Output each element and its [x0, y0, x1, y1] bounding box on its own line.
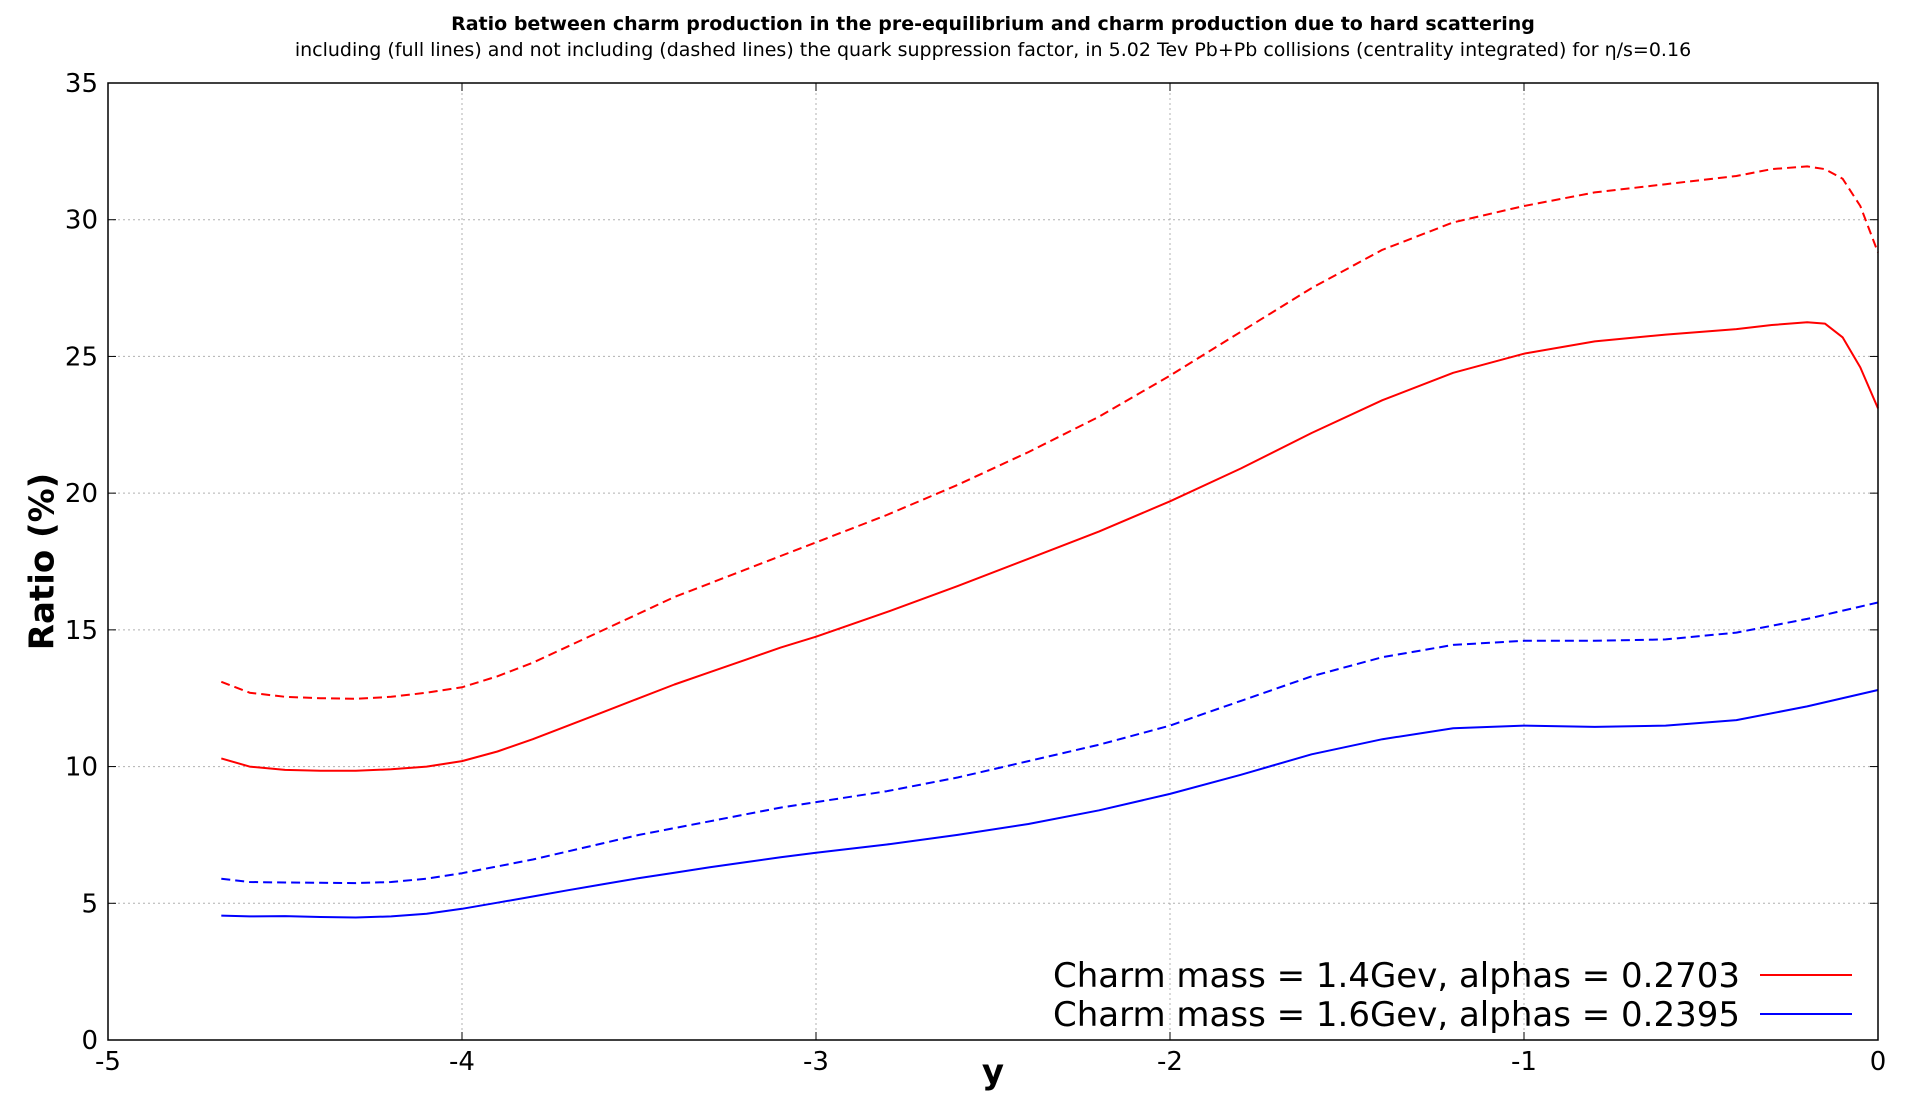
grid-lines [108, 83, 1878, 1040]
y-tick-label: 25 [65, 342, 98, 372]
x-tick-label: -1 [1511, 1047, 1537, 1077]
chart-subtitle: including (full lines) and not including… [295, 39, 1691, 61]
x-tick-label: -5 [95, 1047, 121, 1077]
y-tick-label: 15 [65, 616, 98, 646]
axis-ticks: -5 -4 -3 -2 -1 0 0 5 10 15 20 25 30 35 [65, 69, 1886, 1077]
series-line-3-dashed [221, 601, 1879, 885]
y-tick-label: 35 [65, 69, 98, 99]
x-tick-label: -3 [803, 1047, 829, 1077]
plot-frame [107, 82, 1879, 1041]
legend-label-2: Charm mass = 1.6Gev, alphas = 0.2395 [1053, 995, 1740, 1035]
x-tick-label: 0 [1870, 1047, 1887, 1077]
legend-label-1: Charm mass = 1.4Gev, alphas = 0.2703 [1053, 956, 1740, 996]
x-tick-label: -2 [1157, 1047, 1183, 1077]
x-tick-label: -4 [449, 1047, 475, 1077]
chart-title: Ratio between charm production in the pr… [451, 13, 1535, 35]
y-tick-label: 20 [65, 479, 98, 509]
y-tick-label: 0 [81, 1026, 98, 1056]
legend: Charm mass = 1.4Gev, alphas = 0.2703Char… [1053, 956, 1852, 1035]
series-line-4-solid [221, 689, 1879, 919]
series-line-2-solid [221, 321, 1879, 772]
y-axis-label: Ratio (%) [23, 473, 63, 650]
y-tick-label: 5 [81, 889, 98, 919]
y-tick-label: 10 [65, 753, 98, 783]
series-line-1-dashed [220, 165, 1879, 700]
y-tick-label: 30 [65, 206, 98, 236]
series-lines [220, 165, 1879, 919]
x-axis-label: y [982, 1052, 1004, 1092]
